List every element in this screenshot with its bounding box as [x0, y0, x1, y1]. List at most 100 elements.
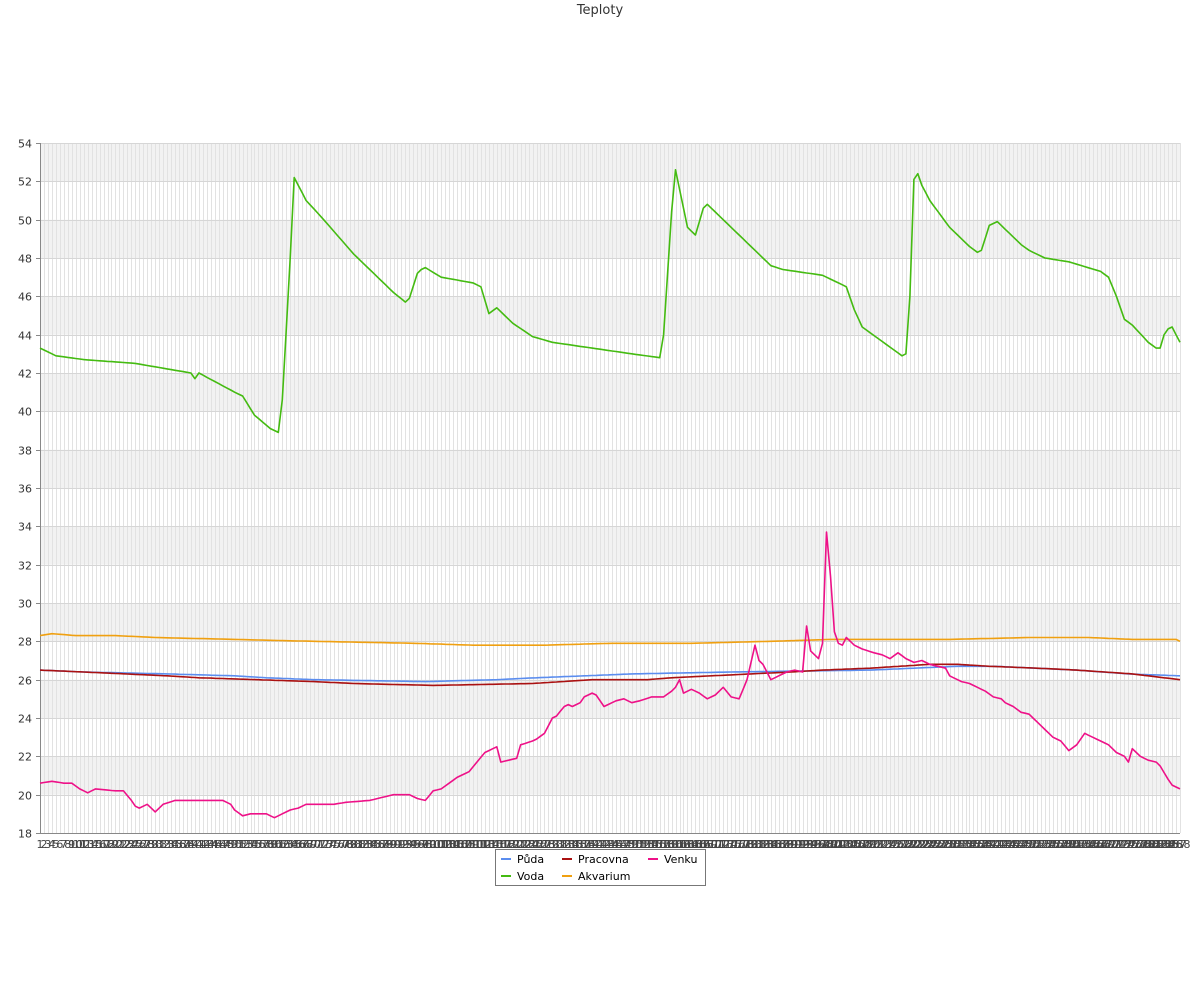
x-tick-label: 181 — [744, 838, 765, 851]
x-tick-label: 160 — [661, 838, 682, 851]
x-tick-label: 245 — [999, 838, 1020, 851]
x-tick-label: 195 — [800, 838, 821, 851]
x-tick-label: 16 — [93, 838, 107, 851]
x-tick-label: 198 — [812, 838, 833, 851]
x-tick-label: 83 — [359, 838, 373, 851]
x-tick-label: 87 — [375, 838, 389, 851]
x-tick-label: 150 — [621, 838, 642, 851]
x-tick-label: 101 — [427, 838, 448, 851]
x-tick-label: 244 — [995, 838, 1016, 851]
x-tick-label: 268 — [1090, 838, 1111, 851]
legend-item-voda: Voda — [501, 870, 544, 883]
x-tick-label: 201 — [824, 838, 845, 851]
x-tick-label: 188 — [772, 838, 793, 851]
x-tick-label: 257 — [1046, 838, 1067, 851]
x-tick-label: 8 — [64, 838, 71, 851]
x-tick-label: 283 — [1150, 838, 1171, 851]
x-tick-label: 109 — [458, 838, 479, 851]
x-tick-label: 237 — [967, 838, 988, 851]
x-tick-label: 174 — [717, 838, 738, 851]
x-tick-label: 79 — [343, 838, 357, 851]
x-tick-label: 221 — [903, 838, 924, 851]
y-tick-label: 34 — [18, 521, 32, 534]
x-tick-label: 93 — [398, 838, 412, 851]
x-tick-label: 157 — [649, 838, 670, 851]
series-line-voda — [39, 169, 1181, 434]
x-tick-label: 145 — [601, 838, 622, 851]
x-tick-label: 43 — [200, 838, 214, 851]
x-tick-label: 62 — [275, 838, 289, 851]
x-tick-label: 115 — [482, 838, 503, 851]
x-tick-label: 207 — [848, 838, 869, 851]
x-tick-label: 158 — [653, 838, 674, 851]
x-tick-label: 63 — [279, 838, 293, 851]
x-tick-label: 90 — [387, 838, 401, 851]
x-tick-label: 231 — [943, 838, 964, 851]
x-tick-label: 190 — [780, 838, 801, 851]
y-tick-labels: 18 20 22 24 26 28 30 32 34 36 38 40 42 44 46 48 50 52 54 — [18, 138, 32, 841]
x-tick-label: 156 — [645, 838, 666, 851]
x-tick-label: 176 — [725, 838, 746, 851]
x-tick-label: 120 — [502, 838, 523, 851]
x-tick-label: 164 — [677, 838, 698, 851]
x-tick-label: 155 — [641, 838, 662, 851]
x-tick-label: 213 — [872, 838, 893, 851]
x-tick-label: 217 — [887, 838, 908, 851]
x-tick-label: 86 — [371, 838, 385, 851]
x-tick-label: 147 — [609, 838, 630, 851]
x-tick-label: 80 — [347, 838, 361, 851]
x-tick-label: 284 — [1154, 838, 1175, 851]
y-tick-label: 42 — [18, 368, 32, 381]
x-tick-label: 26 — [132, 838, 146, 851]
x-tick-label: 163 — [673, 838, 694, 851]
legend-label: Venku — [664, 853, 698, 866]
y-tick-label: 48 — [18, 253, 32, 266]
x-tick-label: 179 — [737, 838, 758, 851]
x-tick-label: 274 — [1114, 838, 1135, 851]
x-tick-label: 47 — [216, 838, 230, 851]
x-tick-label: 37 — [176, 838, 190, 851]
legend-label: Pracovna — [578, 853, 629, 866]
x-tick-label: 122 — [510, 838, 531, 851]
x-tick-label: 74 — [323, 838, 337, 851]
x-tick-label: 249 — [1015, 838, 1036, 851]
x-tick-label: 177 — [729, 838, 750, 851]
x-tick-label: 1 — [37, 838, 44, 851]
x-tick-label: 247 — [1007, 838, 1028, 851]
x-tick-label: 98 — [418, 838, 432, 851]
x-tick-label: 199 — [816, 838, 837, 851]
x-tick-label: 108 — [455, 838, 476, 851]
x-tick-label: 124 — [518, 838, 539, 851]
x-tick-label: 88 — [379, 838, 393, 851]
x-tick-label: 275 — [1118, 838, 1139, 851]
x-tick-label: 40 — [188, 838, 202, 851]
y-tick-label: 18 — [18, 828, 32, 841]
x-tick-label: 154 — [637, 838, 658, 851]
x-tick-label: 193 — [792, 838, 813, 851]
x-tick-label: 34 — [164, 838, 178, 851]
x-tick-label: 118 — [494, 838, 515, 851]
x-tick-label: 133 — [554, 838, 575, 851]
y-tick-label: 20 — [18, 790, 32, 803]
x-tick-label: 243 — [991, 838, 1012, 851]
x-tick-label: 151 — [625, 838, 646, 851]
x-tick-label: 218 — [891, 838, 912, 851]
x-tick-label: 9 — [68, 838, 75, 851]
x-tick-label: 29 — [144, 838, 158, 851]
x-tick-label: 184 — [756, 838, 777, 851]
x-tick-label: 171 — [705, 838, 726, 851]
x-tick-label: 100 — [423, 838, 444, 851]
x-tick-label: 89 — [383, 838, 397, 851]
x-tick-label: 167 — [689, 838, 710, 851]
x-tick-label: 251 — [1023, 838, 1044, 851]
x-tick-label: 81 — [351, 838, 365, 851]
x-tick-label: 215 — [880, 838, 901, 851]
x-tick-label: 71 — [311, 838, 325, 851]
legend-swatch-venku — [648, 858, 658, 860]
x-tick-label: 259 — [1054, 838, 1075, 851]
x-tick-label: 35 — [168, 838, 182, 851]
x-tick-label: 5 — [52, 838, 59, 851]
x-tick-label: 282 — [1146, 838, 1167, 851]
x-tick-label: 248 — [1011, 838, 1032, 851]
x-tick-label: 267 — [1086, 838, 1107, 851]
